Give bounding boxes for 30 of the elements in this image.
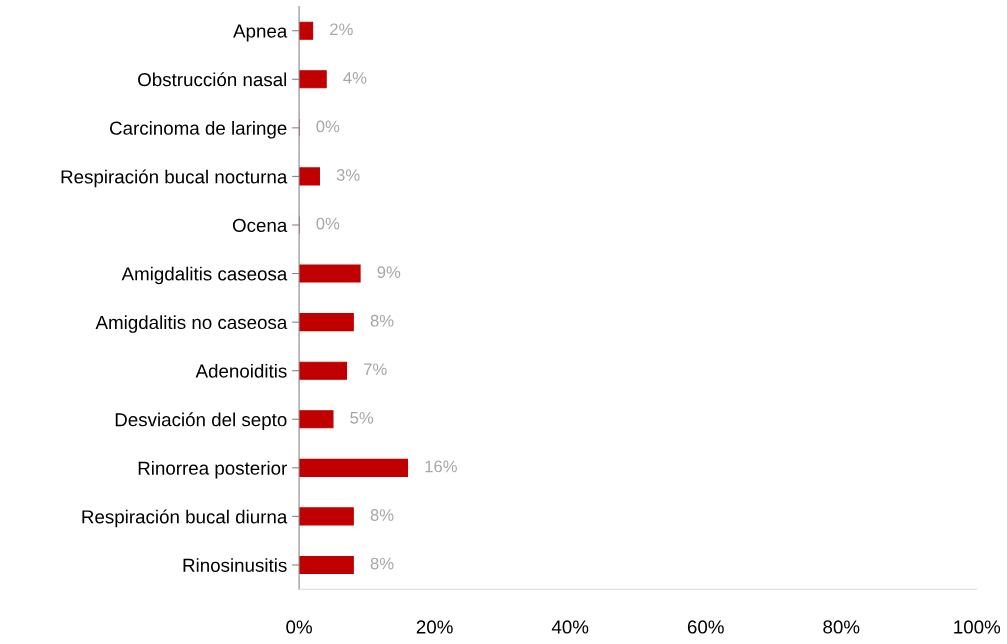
data-label: 0% bbox=[316, 217, 340, 230]
x-tick-label: 0% bbox=[286, 620, 312, 634]
data-label: 8% bbox=[370, 314, 394, 327]
y-tick-label: Adenoiditis bbox=[195, 363, 287, 378]
y-tick-label: Apnea bbox=[233, 24, 288, 42]
y-tick-label: Obstrucción nasal bbox=[138, 72, 287, 87]
x-tick-label: 20% bbox=[416, 620, 453, 634]
x-tick-label: 60% bbox=[687, 620, 724, 634]
data-label: 3% bbox=[336, 169, 360, 181]
y-tick-label: Rinorrea posterior bbox=[138, 461, 287, 479]
x-tick-label: 80% bbox=[823, 620, 860, 634]
y-tick-label: Amigdalitis no caseosa bbox=[95, 315, 288, 333]
y-tick-label: Rinosinusitis bbox=[183, 558, 287, 572]
data-label: 7% bbox=[364, 363, 387, 376]
data-label: 2% bbox=[330, 23, 353, 36]
data-label: 5% bbox=[350, 412, 374, 424]
y-tick-label: Amigdalitis caseosa bbox=[121, 266, 288, 285]
x-tick-label: 100% bbox=[954, 620, 1001, 634]
y-tick-label: Respiración bucal diurna bbox=[82, 509, 288, 528]
data-label: 9% bbox=[377, 266, 401, 279]
y-tick-label: Desviación del septo bbox=[115, 412, 287, 431]
y-tick-label: Carcinoma de laringe bbox=[110, 121, 287, 139]
data-label: 16% bbox=[425, 460, 457, 473]
data-label: 0% bbox=[316, 120, 340, 133]
y-tick-label: Respiración bucal nocturna bbox=[61, 169, 288, 188]
x-tick-label: 40% bbox=[551, 620, 589, 634]
data-label: 8% bbox=[370, 557, 394, 570]
data-label: 8% bbox=[370, 509, 394, 521]
y-tick-label: Ocena bbox=[232, 218, 288, 232]
data-label: 4% bbox=[343, 72, 367, 84]
